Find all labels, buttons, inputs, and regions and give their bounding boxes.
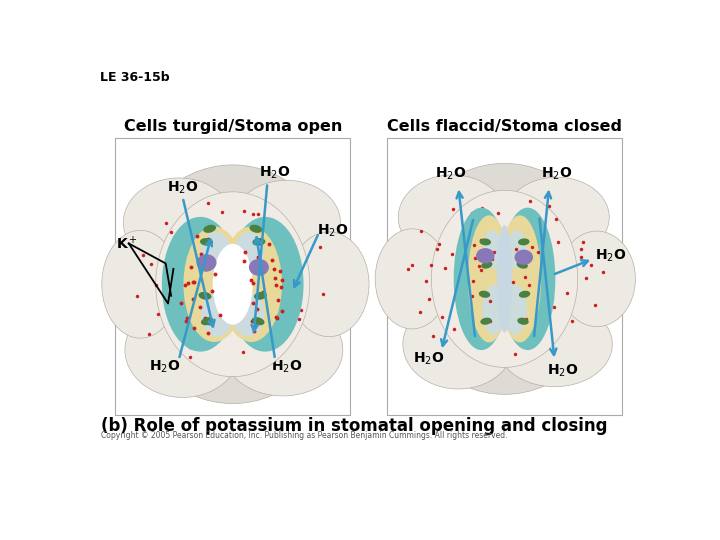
Ellipse shape <box>480 239 491 245</box>
Ellipse shape <box>125 302 240 397</box>
Text: H$_2$O: H$_2$O <box>149 359 181 375</box>
Ellipse shape <box>162 217 239 352</box>
Ellipse shape <box>500 208 555 350</box>
Ellipse shape <box>201 291 233 336</box>
Ellipse shape <box>559 231 636 327</box>
Text: Copyright © 2005 Pearson Education, Inc. Publishing as Pearson Benjamin Cummings: Copyright © 2005 Pearson Education, Inc.… <box>101 430 508 440</box>
Text: Cells turgid/Stoma open: Cells turgid/Stoma open <box>124 119 342 134</box>
Text: LE 36-15b: LE 36-15b <box>99 71 169 84</box>
Text: H$_2$O: H$_2$O <box>541 166 572 183</box>
Ellipse shape <box>184 226 245 342</box>
Ellipse shape <box>220 226 282 342</box>
Ellipse shape <box>518 239 529 245</box>
Ellipse shape <box>102 231 179 338</box>
Text: H$_2$O: H$_2$O <box>413 351 445 367</box>
Ellipse shape <box>199 292 212 300</box>
FancyBboxPatch shape <box>115 138 350 415</box>
Ellipse shape <box>454 208 509 350</box>
Ellipse shape <box>398 164 611 394</box>
FancyBboxPatch shape <box>387 138 621 415</box>
Ellipse shape <box>516 261 528 269</box>
Ellipse shape <box>431 190 577 367</box>
Ellipse shape <box>476 248 495 264</box>
Text: H$_2$O: H$_2$O <box>271 359 302 375</box>
Ellipse shape <box>232 291 264 336</box>
Ellipse shape <box>249 225 262 233</box>
Ellipse shape <box>203 225 216 233</box>
Ellipse shape <box>201 232 230 272</box>
Ellipse shape <box>482 285 505 335</box>
Ellipse shape <box>253 238 266 246</box>
Ellipse shape <box>251 261 264 269</box>
Text: Cells flaccid/Stoma closed: Cells flaccid/Stoma closed <box>387 119 622 134</box>
Ellipse shape <box>507 231 527 269</box>
Ellipse shape <box>398 175 506 260</box>
Ellipse shape <box>515 249 533 265</box>
Ellipse shape <box>479 291 490 298</box>
Ellipse shape <box>123 178 234 267</box>
Ellipse shape <box>202 263 215 272</box>
Ellipse shape <box>481 261 492 269</box>
Ellipse shape <box>233 180 341 265</box>
Text: H$_2$O: H$_2$O <box>595 247 626 264</box>
Ellipse shape <box>235 232 264 272</box>
Ellipse shape <box>197 254 217 271</box>
Ellipse shape <box>289 232 369 336</box>
Ellipse shape <box>254 292 267 300</box>
Ellipse shape <box>212 244 253 325</box>
Ellipse shape <box>482 231 503 269</box>
Ellipse shape <box>201 317 214 325</box>
Text: H$_2$O: H$_2$O <box>259 164 291 181</box>
Ellipse shape <box>505 177 609 257</box>
Ellipse shape <box>227 217 304 352</box>
Ellipse shape <box>497 225 512 333</box>
Ellipse shape <box>249 259 269 276</box>
Ellipse shape <box>125 165 341 403</box>
Ellipse shape <box>504 285 527 335</box>
Text: H$_2$O: H$_2$O <box>435 166 467 183</box>
Ellipse shape <box>517 318 528 325</box>
Text: (b) Role of potassium in stomatal opening and closing: (b) Role of potassium in stomatal openin… <box>101 417 608 435</box>
Ellipse shape <box>252 317 264 325</box>
Ellipse shape <box>200 238 213 246</box>
Ellipse shape <box>519 291 530 298</box>
Ellipse shape <box>480 318 492 325</box>
Ellipse shape <box>222 303 343 396</box>
Text: K$^+$: K$^+$ <box>116 235 138 252</box>
Text: H$_2$O: H$_2$O <box>317 222 348 239</box>
Ellipse shape <box>156 192 310 377</box>
Ellipse shape <box>497 302 612 387</box>
Ellipse shape <box>403 300 514 389</box>
Ellipse shape <box>499 215 541 342</box>
Ellipse shape <box>468 215 510 342</box>
Ellipse shape <box>375 229 449 329</box>
Text: H$_2$O: H$_2$O <box>167 180 199 196</box>
Text: H$_2$O: H$_2$O <box>546 363 578 380</box>
